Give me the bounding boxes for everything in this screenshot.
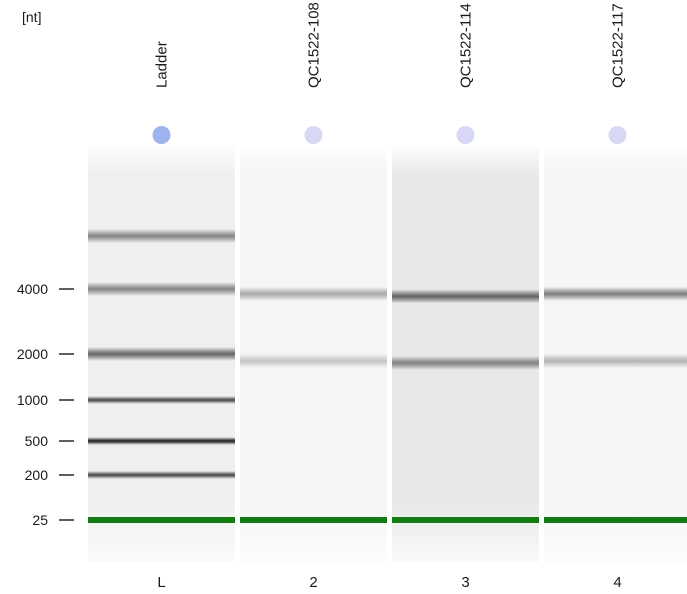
lane-fade-overlay [392,146,539,562]
band [88,471,235,479]
lane-number: 2 [309,574,317,591]
lane-3: QC1522-114 3 [392,3,539,591]
lane-sample-name: Ladder [154,41,171,88]
band [240,286,387,301]
lane-status-dot [304,126,323,144]
marker-band [240,517,387,523]
band [392,355,539,370]
y-axis: 25 200 500 1000 2000 4000 [17,281,74,528]
band [88,437,235,445]
band [88,396,235,404]
band [88,229,235,243]
lane-sample-name: QC1522-117 [610,3,627,88]
band [544,286,687,301]
lane-status-dot [456,126,475,144]
y-axis-unit-label: [nt] [22,9,41,25]
marker-band [392,517,539,523]
band [544,353,687,368]
band [240,353,387,368]
marker-band [88,517,235,523]
lane-4: QC1522-117 4 [544,3,687,591]
y-tick-label: 200 [25,467,49,483]
lane-number: 3 [461,574,469,591]
lane-sample-name: QC1522-108 [306,2,323,88]
lane-2: QC1522-108 2 [240,2,387,591]
marker-band [544,517,687,523]
band [88,282,235,296]
y-tick-label: 500 [25,433,49,449]
y-tick-label: 2000 [17,346,48,362]
y-tick-label: 4000 [17,281,48,297]
lane-status-dot [608,126,627,144]
y-tick-label: 1000 [17,392,48,408]
lane-L: Ladder L [88,41,235,591]
lane-number: 4 [613,574,621,591]
lane-sample-name: QC1522-114 [458,3,475,88]
band [88,347,235,361]
y-tick-label: 25 [32,512,48,528]
lane-status-dot [152,126,171,144]
lane-number: L [157,574,165,591]
band [392,289,539,304]
lanes: Ladder L QC1522-108 2 QC1522-114 3 QC1522-117 4 [88,2,687,591]
